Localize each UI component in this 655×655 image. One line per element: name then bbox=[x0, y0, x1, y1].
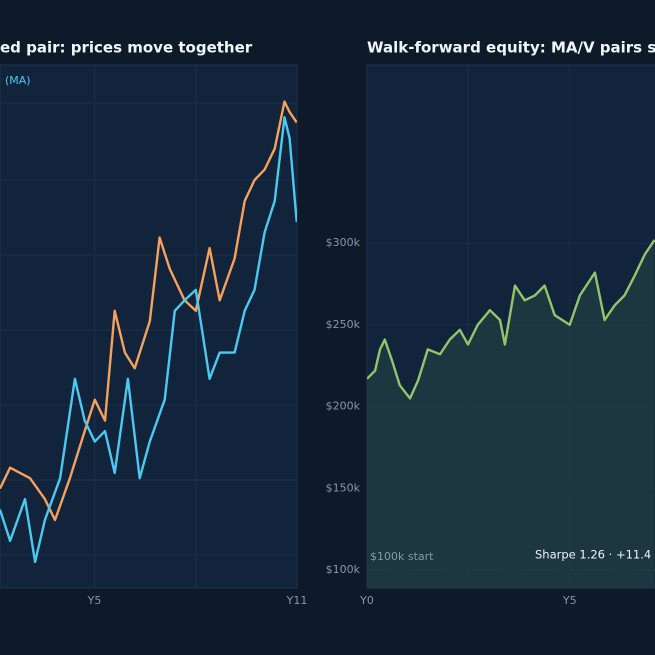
plot bbox=[0, 65, 297, 588]
y-tick-label: $100k bbox=[326, 563, 361, 576]
grid bbox=[0, 65, 469, 588]
chart-title: Walk-forward equity: MA/V pairs s bbox=[367, 39, 655, 57]
x-tick-label: Y0 bbox=[359, 594, 374, 607]
x-tick-label: Y5 bbox=[87, 594, 102, 607]
y-tick-label: $200k bbox=[326, 400, 361, 413]
x-tick-label: Y5 bbox=[562, 594, 577, 607]
legend-label: (MA) bbox=[5, 74, 31, 87]
chart-title: ed pair: prices move together bbox=[0, 39, 253, 57]
line bbox=[0, 116, 297, 564]
y-tick-label: $300k bbox=[326, 236, 361, 249]
line bbox=[367, 239, 655, 400]
y-tick-label: $150k bbox=[326, 481, 361, 494]
line bbox=[0, 100, 297, 522]
plot bbox=[367, 65, 655, 588]
x-tick-label: Y11 bbox=[286, 594, 308, 607]
annotation: Sharpe 1.26 · +11.4 bbox=[535, 548, 651, 562]
annotation: $100k start bbox=[370, 550, 434, 563]
y-tick-label: $250k bbox=[326, 318, 361, 331]
area bbox=[367, 239, 655, 588]
